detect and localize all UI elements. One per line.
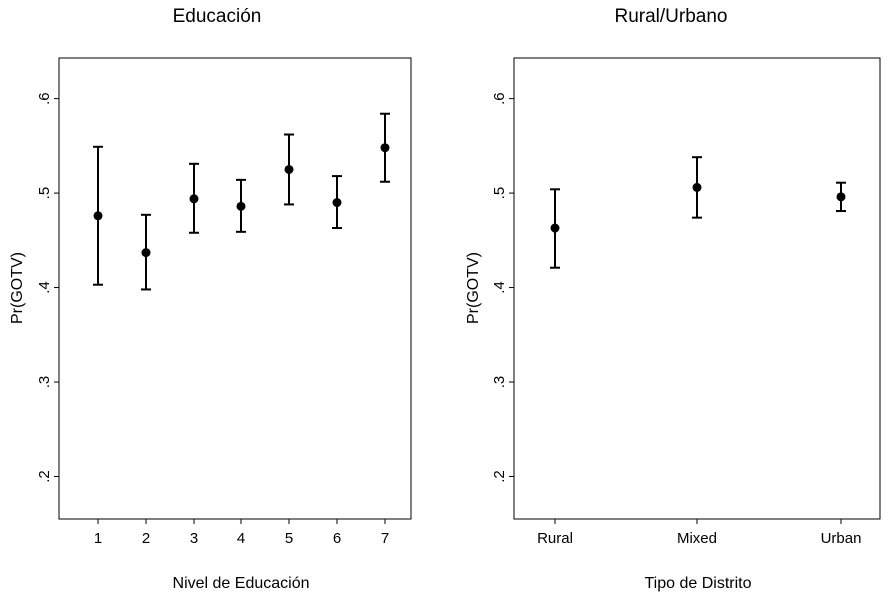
y-tick-label: .2	[491, 470, 508, 483]
plot-frame	[58, 57, 412, 520]
y-tick-label: .4	[36, 281, 53, 294]
y-tick-label: .2	[36, 470, 53, 483]
panel-educacion: Educación Pr(GOTV) Nivel de Educación .2…	[9, 6, 412, 592]
data-point	[141, 248, 151, 258]
x-tick-label: 2	[142, 530, 150, 547]
estimate-7	[380, 112, 390, 183]
data-point	[550, 223, 560, 233]
estimate-Urban	[836, 181, 846, 213]
y-tick-label: .4	[491, 281, 508, 294]
axis-ticks: .2 .3 .4 .5 .6 1 2 3 4 5 6 7	[36, 92, 389, 547]
data-point	[236, 201, 246, 211]
y-axis-label: Pr(GOTV)	[9, 252, 26, 324]
x-tick-label: Mixed	[677, 530, 717, 547]
plot-frame	[513, 57, 881, 520]
panel-rural-urbano: Rural/Urbano Pr(GOTV) Tipo de Distrito .…	[465, 6, 881, 592]
estimate-2	[141, 213, 151, 291]
y-tick-label: .3	[36, 376, 53, 389]
y-tick-label: .5	[36, 187, 53, 200]
data-point	[332, 198, 342, 208]
data-point	[93, 211, 103, 221]
x-axis-label: Nivel de Educación	[173, 575, 310, 592]
estimate-Rural	[550, 188, 560, 269]
data-point	[380, 143, 390, 153]
estimate-Mixed	[692, 156, 702, 219]
data-point	[284, 164, 294, 174]
x-tick-label: 1	[94, 530, 102, 547]
y-axis-label: Pr(GOTV)	[465, 252, 482, 324]
estimate-4	[236, 178, 246, 233]
data-point	[189, 194, 199, 204]
x-tick-label: Urban	[821, 530, 862, 547]
axis-ticks: .2 .3 .4 .5 .6 Rural Mixed Urban	[491, 92, 861, 547]
estimate-6	[332, 175, 342, 230]
x-tick-label: 6	[333, 530, 341, 547]
x-axis-label: Tipo de Distrito	[645, 575, 752, 592]
y-tick-label: .6	[36, 92, 53, 105]
data-point	[692, 182, 702, 192]
chart-title: Educación	[173, 6, 262, 27]
chart-title: Rural/Urbano	[615, 6, 728, 27]
y-tick-label: .5	[491, 187, 508, 200]
estimate-1	[93, 145, 103, 286]
data-marks	[550, 156, 846, 269]
estimate-3	[189, 162, 199, 234]
y-tick-label: .6	[491, 92, 508, 105]
x-tick-label: Rural	[537, 530, 573, 547]
x-tick-label: 4	[237, 530, 245, 547]
x-tick-label: 5	[285, 530, 293, 547]
x-tick-label: 7	[381, 530, 389, 547]
y-tick-label: .3	[491, 376, 508, 389]
x-tick-label: 3	[190, 530, 198, 547]
data-point	[836, 192, 846, 202]
estimate-5	[284, 133, 294, 206]
data-marks	[93, 112, 390, 291]
